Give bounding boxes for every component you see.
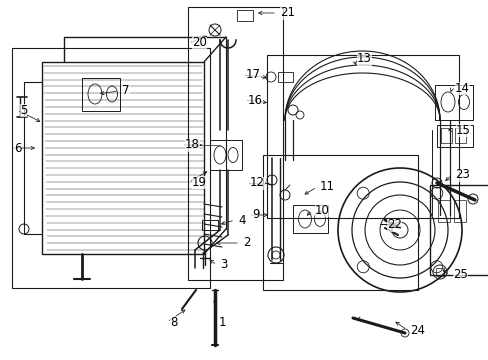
Text: 25: 25: [452, 269, 467, 282]
Bar: [187, 7, 283, 280]
Text: 11: 11: [319, 180, 334, 194]
Text: 15: 15: [455, 123, 470, 136]
Text: 3: 3: [220, 258, 227, 271]
Text: 13: 13: [356, 53, 371, 66]
Text: 18: 18: [184, 139, 200, 152]
Bar: [202, 220, 218, 230]
Text: 16: 16: [247, 94, 263, 107]
Text: 19: 19: [192, 175, 206, 189]
Text: 14: 14: [454, 81, 469, 94]
Bar: [434, 85, 472, 120]
Bar: [278, 72, 292, 82]
Text: 6: 6: [14, 141, 21, 154]
Bar: [435, 268, 443, 276]
Text: 12: 12: [249, 176, 264, 189]
Bar: [237, 10, 252, 21]
Text: 10: 10: [314, 203, 329, 216]
Text: 21: 21: [280, 6, 294, 19]
Bar: [440, 128, 451, 143]
Text: 20: 20: [192, 36, 206, 49]
Bar: [209, 140, 242, 170]
Bar: [82, 78, 120, 111]
Bar: [266, 55, 458, 218]
Text: 5: 5: [20, 104, 27, 117]
Bar: [263, 155, 417, 290]
Bar: [12, 48, 209, 288]
Bar: [436, 125, 472, 147]
Bar: [453, 200, 465, 222]
Text: 2: 2: [243, 237, 250, 249]
Text: 23: 23: [454, 168, 469, 181]
Text: 22: 22: [386, 219, 401, 231]
Text: 9: 9: [251, 208, 259, 221]
Bar: [42, 62, 203, 254]
Bar: [429, 185, 488, 275]
Text: 17: 17: [245, 68, 261, 81]
Text: 7: 7: [122, 85, 129, 98]
Text: 24: 24: [409, 324, 424, 337]
Text: 8: 8: [170, 315, 177, 328]
Bar: [292, 205, 327, 233]
Bar: [454, 128, 465, 143]
Bar: [437, 200, 449, 222]
Text: 4: 4: [238, 213, 245, 226]
Text: 1: 1: [219, 315, 226, 328]
